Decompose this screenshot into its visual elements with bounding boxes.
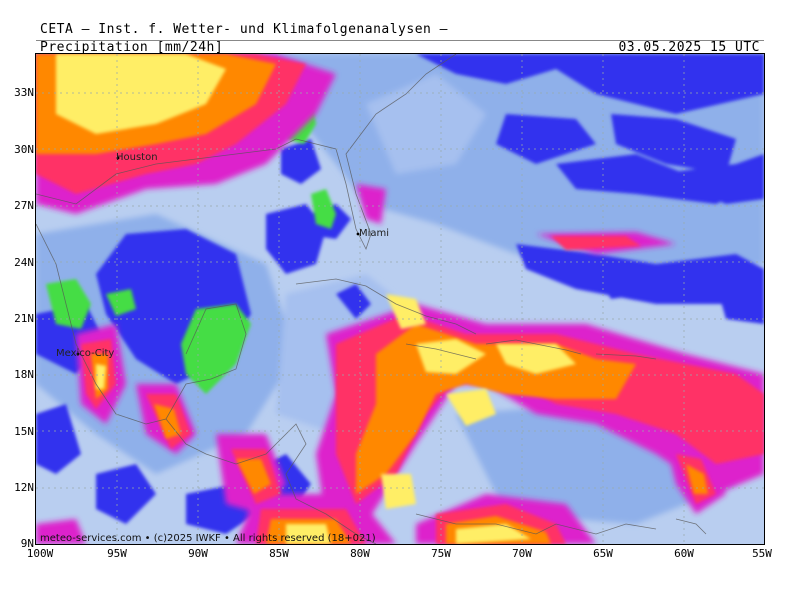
graticule [36, 54, 764, 544]
header-divider [36, 40, 764, 41]
dry-areas [36, 54, 764, 534]
city-label-houston: Houston [116, 152, 158, 163]
lat-label: 24N [14, 256, 34, 269]
houston-marker [116, 156, 120, 160]
miami-marker [356, 232, 360, 236]
parameter-label: Precipitation [mm/24h] [40, 40, 224, 55]
city-label-miami: Miami [359, 228, 390, 239]
lat-label: 21N [14, 312, 34, 325]
city-label-mexico-city: Mexico-City [56, 348, 115, 359]
lon-label: 85W [269, 547, 289, 560]
lon-label: 100W [26, 547, 54, 560]
lon-label: 95W [107, 547, 127, 560]
lon-label: 60W [674, 547, 694, 560]
lon-label: 55W [752, 547, 772, 560]
precipitation-map[interactable] [36, 54, 764, 544]
lon-label: 80W [350, 547, 370, 560]
lat-label: 27N [14, 199, 34, 212]
heavy-precip-yellow [56, 54, 576, 544]
lat-label: 15N [14, 425, 34, 438]
lon-label: 75W [431, 547, 451, 560]
copyright-note: meteo-services.com • (c)2025 IWKF • All … [40, 533, 376, 544]
lon-label: 65W [593, 547, 613, 560]
mexico-city-marker [76, 352, 80, 356]
valid-time: 03.05.2025 15 UTC [618, 40, 760, 55]
lon-label: 70W [512, 547, 532, 560]
lat-label: 18N [14, 368, 34, 381]
lat-label: 12N [14, 481, 34, 494]
map-canvas [36, 54, 764, 544]
product-title: CETA — Inst. f. Wetter- und Klimafolgena… [40, 22, 449, 37]
city-markers [76, 156, 360, 356]
lat-label: 9N [20, 537, 34, 550]
lat-label: 30N [14, 143, 34, 156]
lat-label: 33N [14, 86, 34, 99]
lon-label: 90W [188, 547, 208, 560]
